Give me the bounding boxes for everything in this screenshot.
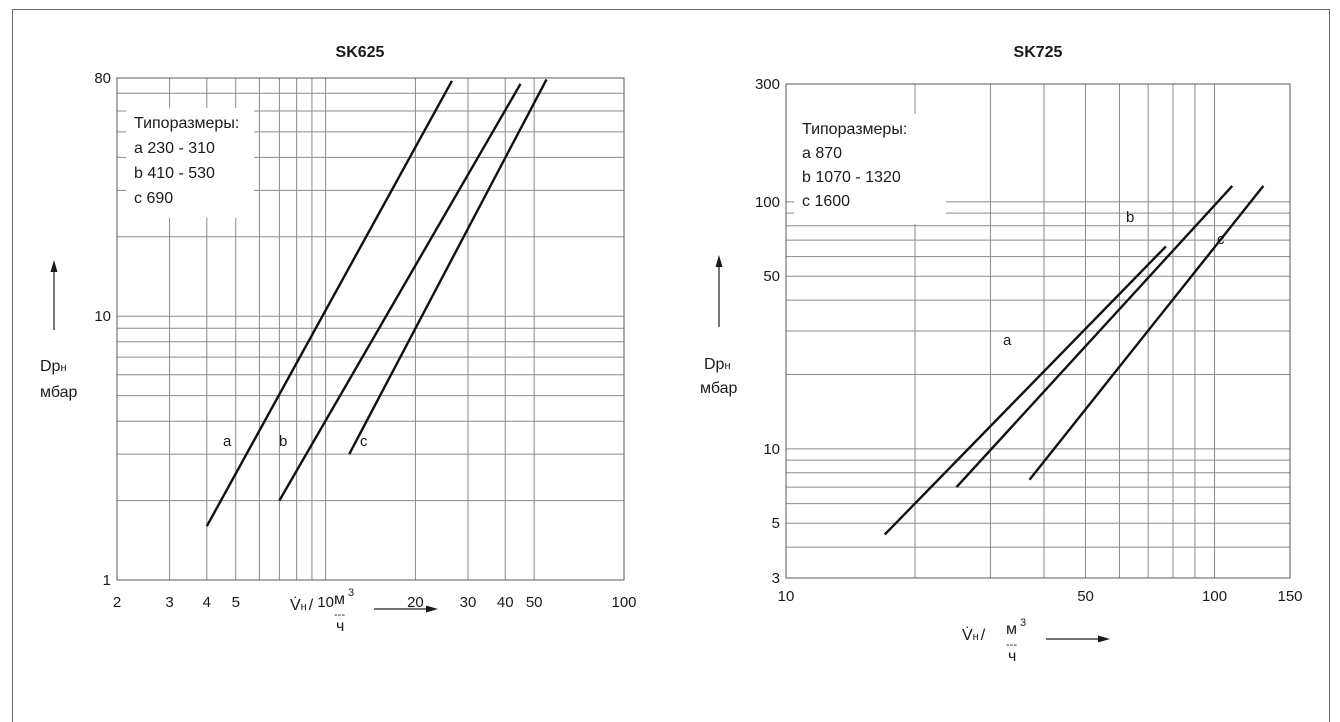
series-label-b: b — [1126, 209, 1134, 226]
x-tick-label: 20 — [407, 594, 424, 611]
x-tick-label: 150 — [1277, 588, 1302, 605]
plot-border — [116, 77, 625, 581]
legend-item: b 1070 - 1320 — [802, 169, 901, 186]
chart-title: SK725 — [1014, 44, 1063, 61]
legend-box — [794, 114, 946, 224]
series-label-c: c — [360, 433, 368, 450]
x-tick-label: 4 — [203, 594, 211, 611]
x-tick-label: 10 — [778, 588, 795, 605]
legend-title: Типоразмеры: — [802, 121, 907, 138]
x-tick-label: 5 — [232, 594, 240, 611]
x-tick-label: 10 — [317, 594, 334, 611]
series-line-b — [278, 83, 522, 502]
y-axis-label-sub: н — [60, 362, 66, 374]
y-tick-label: 5 — [772, 515, 780, 532]
x-tick-label: 100 — [611, 594, 636, 611]
y-tick-label: 10 — [94, 308, 111, 325]
x-tick-label: 3 — [165, 594, 173, 611]
legend-item: a 870 — [802, 145, 842, 162]
legend-item: c 1600 — [802, 193, 850, 210]
x-tick-label: 30 — [460, 594, 477, 611]
x-axis-label: V̇н / — [962, 626, 986, 644]
x-unit-denominator: ч — [1008, 648, 1016, 665]
y-arrow-head — [715, 255, 723, 267]
x-unit-numerator: м — [334, 591, 345, 608]
x-tick-label: 40 — [497, 594, 514, 611]
y-arrow-head — [50, 260, 58, 272]
y-tick-label: 300 — [755, 76, 780, 93]
x-tick-label: 50 — [526, 594, 543, 611]
x-unit-dash: --- — [1006, 639, 1017, 651]
legend-box — [126, 108, 254, 218]
figure-frame — [12, 9, 1330, 722]
x-unit-dash: --- — [334, 609, 345, 621]
plot-border — [785, 83, 1291, 579]
x-axis-label: V̇н / — [290, 596, 314, 614]
y-tick-label: 100 — [755, 194, 780, 211]
chart-sk625: SK625 Типоразмеры: a 230 - 310 b 410 - 530 c… — [40, 44, 637, 635]
y-axis-unit: мбар — [40, 384, 78, 401]
chart-sk725: SK725 Типоразмеры: a 870 b 1070 - 1320 c 160… — [700, 44, 1303, 665]
x-tick-label: 50 — [1077, 588, 1094, 605]
series-line-c — [1028, 185, 1265, 481]
legend-title: Типоразмеры: — [134, 115, 239, 132]
x-unit-sup: 3 — [1020, 617, 1026, 629]
x-axis-label-sub: н — [973, 631, 979, 643]
x-unit-sup: 3 — [348, 587, 354, 599]
series-line-c — [348, 78, 548, 455]
x-axis-label-sub: н — [301, 601, 307, 613]
y-axis-label: Dpн — [40, 358, 67, 375]
series-label-a: a — [1003, 332, 1012, 349]
legend-item: c 690 — [134, 190, 173, 207]
series-line-b — [955, 185, 1234, 488]
x-axis-label-slash: / — [309, 597, 314, 614]
x-arrow-head — [426, 605, 438, 613]
chart-title: SK625 — [336, 44, 385, 61]
x-unit-numerator: м — [1006, 621, 1017, 638]
legend-item: b 410 - 530 — [134, 165, 215, 182]
series-label-a: a — [223, 433, 232, 450]
legend-item: a 230 - 310 — [134, 140, 215, 157]
y-axis-label: Dpн — [704, 356, 731, 373]
y-tick-label: 3 — [772, 570, 780, 587]
y-tick-label: 80 — [94, 70, 111, 87]
x-unit-denominator: ч — [336, 618, 344, 635]
y-axis-unit: мбар — [700, 380, 738, 397]
series-line-a — [883, 245, 1167, 536]
y-tick-label: 50 — [763, 268, 780, 285]
x-axis-label-slash: / — [981, 627, 986, 644]
y-tick-label: 1 — [103, 572, 111, 589]
series-label-b: b — [279, 433, 287, 450]
x-arrow-head — [1098, 635, 1110, 643]
series-line-a — [205, 80, 453, 527]
series-label-c: c — [1217, 231, 1225, 248]
x-tick-label: 2 — [113, 594, 121, 611]
y-axis-label-sub: н — [724, 360, 730, 372]
y-tick-label: 10 — [763, 441, 780, 458]
x-tick-label: 100 — [1202, 588, 1227, 605]
